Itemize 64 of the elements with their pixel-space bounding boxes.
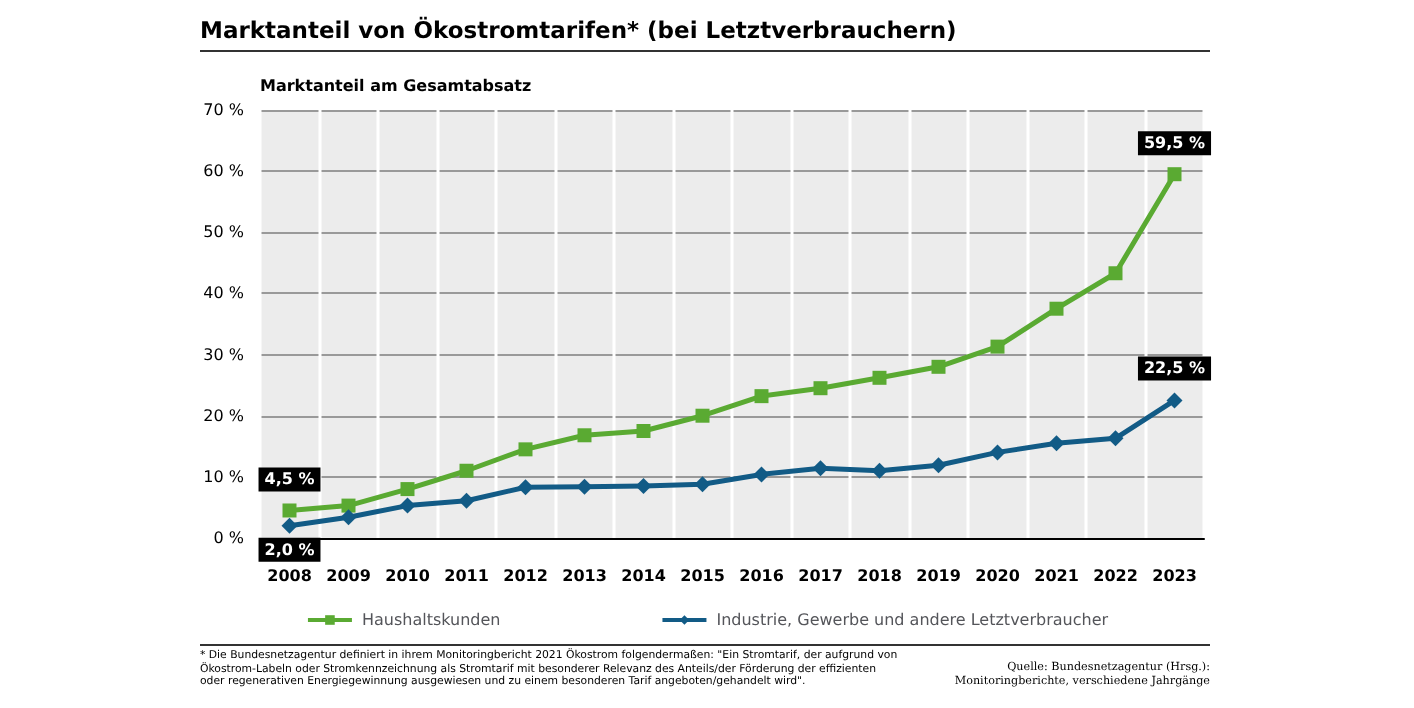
legend-label: Haushaltskunden [361,611,501,629]
point [1166,392,1183,409]
y-tick-label: 50 % [203,223,245,242]
x-tick-label: 2016 [739,567,785,585]
point [341,498,356,513]
point [1167,167,1182,182]
x-tick-label: 2022 [1093,567,1138,585]
point [282,503,297,518]
point [518,442,533,457]
data-label: 22,5 % [1143,359,1206,378]
y-axis-title: Marktanteil am Gesamtabsatz [260,77,533,95]
x-tick-label: 2011 [444,567,490,585]
data-label: 4,5 % [264,470,315,489]
x-tick-label: 2009 [326,567,372,585]
point [576,478,593,495]
x-tick-label: 2013 [562,567,607,585]
x-tick-label: 2010 [385,567,431,585]
point [1049,301,1064,316]
x-tick-label: 2018 [857,567,903,585]
x-tick-label: 2017 [798,567,843,585]
chart-title: Marktanteil von Ökostromtarifen* (bei Letztverbrauchern) [200,16,1210,52]
point [1107,430,1124,447]
point [517,479,534,496]
point [636,424,651,438]
x-tick-label: 2023 [1152,567,1197,585]
data-label: 2,0 % [264,540,315,559]
point [989,444,1006,461]
y-tick-label: 0 % [213,529,245,547]
point [812,460,829,477]
point [754,389,769,404]
point [930,457,947,474]
legend-label: Industrie, Gewerbe und andere Letztverbraucher [716,611,1110,629]
point [813,381,828,396]
point [871,462,888,479]
y-tick-label: 10 % [203,467,245,486]
y-tick-label: 20 % [203,406,245,425]
point [577,428,592,443]
point [931,359,946,374]
x-tick-label: 2019 [916,567,962,585]
point [872,370,887,385]
y-tick-label: 30 % [203,345,245,364]
point [753,466,770,483]
point [340,509,357,526]
point [281,517,298,534]
point [1108,266,1123,281]
x-tick-label: 2021 [1034,567,1080,585]
point [400,482,415,497]
x-tick-label: 2014 [621,567,667,585]
x-tick-label: 2008 [267,567,313,585]
data-label: 59,5 % [1143,134,1206,153]
point [458,492,475,509]
point [399,497,416,514]
y-tick-label: 40 % [203,284,245,303]
point [694,476,711,493]
y-tick-label: 70 % [203,101,245,119]
x-tick-label: 2020 [975,567,1021,585]
x-tick-label: 2012 [503,567,548,585]
point [635,478,652,495]
y-tick-label: 60 % [203,162,245,181]
point [1048,435,1065,452]
point [459,463,474,478]
point [695,408,710,423]
point [990,339,1005,354]
x-tick-label: 2015 [680,567,726,585]
